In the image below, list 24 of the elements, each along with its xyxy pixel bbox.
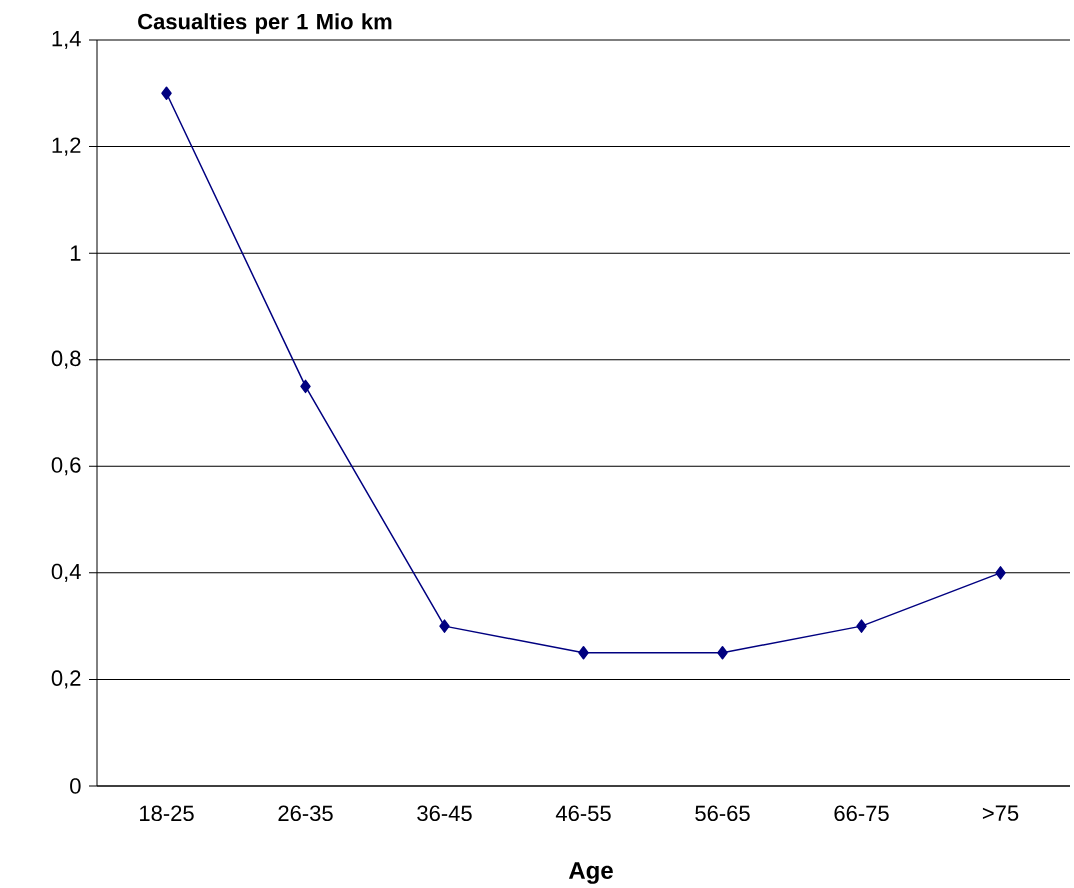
x-tick-label: >75	[982, 805, 1019, 821]
x-tick-label: 56-65	[695, 805, 750, 822]
x-tick-label: 46-55	[555, 805, 611, 822]
x-axis-title: Age	[568, 862, 613, 884]
point	[300, 379, 311, 394]
y-tick-label: 1,2	[52, 137, 81, 156]
point	[578, 646, 589, 660]
y-tick-label: 0,2	[51, 670, 81, 689]
y-axis-title: Casualties per 1 Mio km	[138, 13, 392, 34]
y-tick-label: 0,4	[51, 563, 81, 582]
point	[161, 86, 172, 101]
point	[439, 619, 450, 633]
y-tick-label: 1,4	[52, 31, 81, 49]
x-tick-label: 18-25	[140, 805, 194, 822]
point	[717, 646, 728, 660]
x-tick-label: 36-45	[417, 805, 472, 822]
point	[995, 566, 1006, 580]
x-tick-label: 66-75	[834, 805, 889, 822]
y-tick-label: 0,8	[51, 350, 81, 369]
point	[856, 619, 867, 633]
x-tick-label: 26-35	[278, 805, 333, 822]
y-tick-label: 0,6	[51, 457, 81, 476]
y-tick-label: 1	[70, 245, 81, 261]
y-tick-label: 0	[70, 778, 81, 794]
